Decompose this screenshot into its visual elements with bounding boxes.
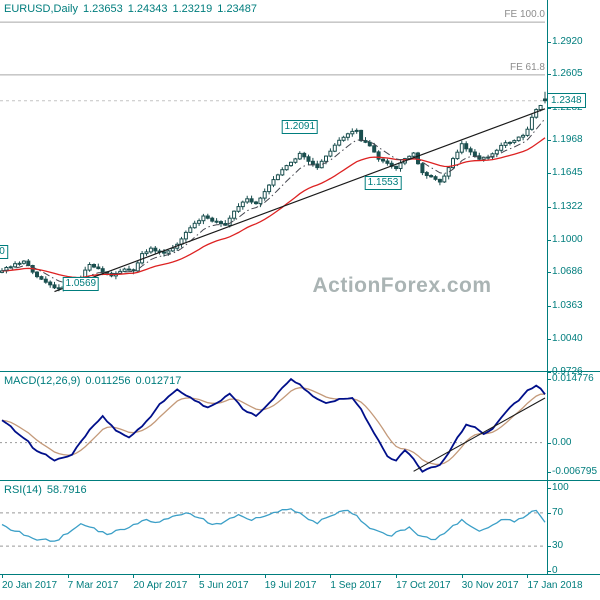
axis-tick-mark bbox=[547, 207, 551, 208]
axis-tick-mark bbox=[547, 571, 551, 572]
axis-tick-mark bbox=[547, 140, 551, 141]
symbol-timeframe: EURUSD,Daily bbox=[4, 3, 78, 15]
macd-axis-label: -0.006795 bbox=[552, 465, 598, 477]
date-tick-mark bbox=[199, 575, 200, 578]
macd-indicator-label: MACD(12,26,9) 0.011256 0.012717 bbox=[4, 375, 186, 387]
price-axis-label: 1.0363 bbox=[552, 299, 583, 311]
axis-tick-mark bbox=[547, 339, 551, 340]
date-tick-mark bbox=[133, 575, 134, 578]
macd-axis-label: 0.00 bbox=[552, 436, 572, 448]
rsi-value: 58.7916 bbox=[46, 484, 87, 496]
rsi-axis-label: 0 bbox=[552, 565, 558, 576]
price-axis-label: 1.0686 bbox=[552, 266, 583, 278]
date-axis-label: 20 Apr 2017 bbox=[133, 580, 188, 591]
date-tick-mark bbox=[462, 575, 463, 578]
fib-extension-100-label: FE 100.0 bbox=[504, 9, 545, 21]
price-chart-canvas bbox=[0, 21, 547, 293]
price-axis-label: 1.0040 bbox=[552, 333, 583, 345]
macd-signal-value: 0.012717 bbox=[135, 375, 182, 387]
axis-tick-mark bbox=[547, 513, 551, 514]
date-axis-label: 7 Mar 2017 bbox=[67, 580, 119, 591]
axis-tick-mark bbox=[547, 42, 551, 43]
axis-tick-mark bbox=[547, 443, 551, 444]
axis-tick-mark bbox=[547, 306, 551, 307]
swing-label: 0 bbox=[0, 245, 8, 260]
date-axis-label: 17 Oct 2017 bbox=[396, 580, 451, 591]
ohlc-high: 1.24343 bbox=[127, 3, 168, 15]
date-tick-mark bbox=[527, 575, 528, 578]
axis-tick-mark bbox=[547, 372, 551, 373]
rsi-axis-label: 100 bbox=[552, 482, 569, 493]
axis-tick-mark bbox=[547, 108, 551, 109]
chart-title: EURUSD,Daily 1.23653 1.24343 1.23219 1.23487 bbox=[4, 3, 262, 15]
date-axis-label: 20 Jan 2017 bbox=[2, 580, 58, 591]
date-tick-mark bbox=[396, 575, 397, 578]
macd-chart-canvas bbox=[0, 377, 546, 473]
date-axis-label: 1 Sep 2017 bbox=[330, 580, 382, 591]
axis-tick-mark bbox=[547, 173, 551, 174]
rsi-indicator-label: RSI(14) 58.7916 bbox=[4, 484, 92, 496]
axis-tick-mark bbox=[547, 379, 551, 380]
rsi-axis-label: 30 bbox=[552, 540, 564, 552]
price-axis-label: 0.9726 bbox=[552, 365, 583, 377]
axis-tick-mark bbox=[547, 74, 551, 75]
price-axis-label: 1.1322 bbox=[552, 200, 583, 212]
price-axis-label: 1.2605 bbox=[552, 68, 583, 80]
rsi-name: RSI(14) bbox=[4, 484, 42, 496]
macd-axis-label: 0.014776 bbox=[552, 373, 594, 385]
date-axis-label: 19 Jul 2017 bbox=[264, 580, 317, 591]
date-tick-mark bbox=[265, 575, 266, 578]
ohlc-close: 1.23487 bbox=[217, 3, 258, 15]
date-tick-mark bbox=[330, 575, 331, 578]
date-tick-mark bbox=[2, 575, 3, 578]
price-axis-label: 1.2920 bbox=[552, 35, 583, 47]
ohlc-open: 1.23653 bbox=[82, 3, 123, 15]
swing-label: 1.2091 bbox=[281, 120, 319, 135]
swing-label: 1.0569 bbox=[62, 277, 100, 292]
axis-tick-mark bbox=[547, 272, 551, 273]
axis-tick-mark bbox=[547, 240, 551, 241]
fib-extension-618-label: FE 61.8 bbox=[509, 61, 545, 73]
panel-separator bbox=[0, 371, 600, 372]
price-axis-label: 1.1000 bbox=[552, 233, 583, 245]
ohlc-low: 1.23219 bbox=[172, 3, 213, 15]
date-axis-label: 17 Jan 2018 bbox=[527, 580, 583, 591]
axis-tick-mark bbox=[547, 546, 551, 547]
date-axis-label: 5 Jun 2017 bbox=[199, 580, 249, 591]
date-axis-label: 30 Nov 2017 bbox=[461, 580, 519, 591]
macd-name: MACD(12,26,9) bbox=[4, 375, 81, 387]
rsi-chart-canvas bbox=[0, 508, 546, 547]
date-tick-mark bbox=[68, 575, 69, 578]
actionforex-watermark: ActionForex.com bbox=[312, 274, 492, 297]
price-axis-label: 1.1968 bbox=[552, 133, 583, 145]
swing-label: 1.1553 bbox=[364, 175, 402, 190]
axis-tick-mark bbox=[547, 488, 551, 489]
rsi-axis-label: 70 bbox=[552, 506, 564, 518]
panel-separator bbox=[0, 574, 600, 575]
panel-separator bbox=[0, 480, 600, 481]
price-axis-label: 1.1645 bbox=[552, 167, 583, 179]
macd-value: 0.011256 bbox=[85, 375, 131, 387]
axis-tick-mark bbox=[547, 472, 551, 473]
axis-separator bbox=[547, 0, 548, 575]
current-price-tag: 1.2348 bbox=[547, 92, 586, 108]
